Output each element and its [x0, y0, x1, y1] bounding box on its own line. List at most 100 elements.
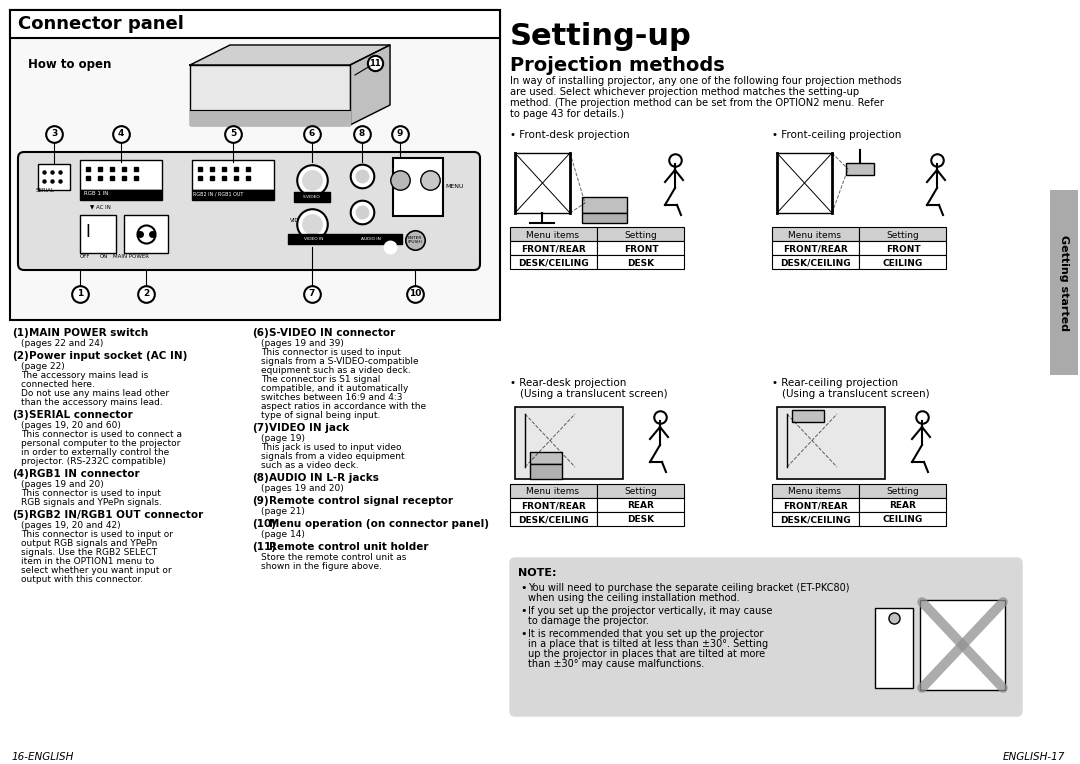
- Text: 5: 5: [230, 130, 237, 138]
- Text: (7): (7): [252, 423, 269, 433]
- Bar: [530, 464, 562, 479]
- Bar: [597, 498, 684, 512]
- Text: projector. (RS-232C compatible): projector. (RS-232C compatible): [21, 457, 166, 466]
- Bar: [772, 255, 859, 269]
- Text: Setting: Setting: [887, 487, 919, 497]
- Text: FRONT/REAR: FRONT/REAR: [521, 244, 585, 254]
- Text: equipment such as a video deck.: equipment such as a video deck.: [261, 366, 410, 375]
- Text: This connector is used to input: This connector is used to input: [261, 348, 401, 357]
- Text: DESK/CEILING: DESK/CEILING: [780, 258, 850, 267]
- Text: personal computer to the projector: personal computer to the projector: [21, 439, 180, 448]
- Text: 7: 7: [309, 290, 315, 299]
- Bar: [772, 498, 859, 512]
- Text: In way of installing projector, any one of the following four projection methods: In way of installing projector, any one …: [510, 76, 902, 86]
- Text: (9): (9): [252, 496, 269, 506]
- Text: This connector is used to input or: This connector is used to input or: [21, 530, 173, 539]
- Bar: [597, 484, 684, 498]
- Text: ON: ON: [100, 254, 108, 259]
- Text: Setting-up: Setting-up: [510, 22, 692, 51]
- Bar: [859, 241, 946, 255]
- Text: SERIAL connector: SERIAL connector: [29, 410, 133, 420]
- Text: MAIN POWER: MAIN POWER: [113, 254, 149, 259]
- Text: DESK/CEILING: DESK/CEILING: [517, 516, 589, 525]
- Text: Do not use any mains lead other: Do not use any mains lead other: [21, 389, 170, 398]
- Text: ▼ AC IN: ▼ AC IN: [90, 204, 111, 209]
- Text: Setting: Setting: [887, 231, 919, 239]
- Text: AUDIO IN L-R jacks: AUDIO IN L-R jacks: [269, 473, 379, 483]
- Polygon shape: [190, 65, 350, 125]
- Text: VIDEO IN: VIDEO IN: [305, 237, 324, 241]
- Bar: [10, 10, 500, 38]
- Text: 1: 1: [77, 290, 83, 299]
- Bar: [530, 452, 562, 464]
- Text: • Rear-ceiling projection: • Rear-ceiling projection: [772, 378, 899, 388]
- Text: FRONT/REAR: FRONT/REAR: [783, 501, 848, 510]
- Bar: [80, 190, 162, 200]
- Text: CEILING: CEILING: [882, 516, 923, 525]
- Text: to page 43 for details.): to page 43 for details.): [510, 109, 624, 119]
- Text: ENTER
(PUSH): ENTER (PUSH): [407, 236, 422, 244]
- Bar: [124, 215, 168, 253]
- Text: The accessory mains lead is: The accessory mains lead is: [21, 371, 148, 380]
- Text: VIDEO IN jack: VIDEO IN jack: [269, 423, 349, 433]
- Bar: [597, 241, 684, 255]
- Text: CEILING: CEILING: [882, 258, 923, 267]
- Text: Setting: Setting: [624, 487, 658, 497]
- Bar: [393, 158, 443, 216]
- Text: REAR: REAR: [890, 501, 917, 510]
- Text: It is recommended that you set up the projector: It is recommended that you set up the pr…: [528, 629, 764, 639]
- Text: (pages 19 and 20): (pages 19 and 20): [261, 484, 343, 493]
- Text: This jack is used to input video: This jack is used to input video: [261, 443, 402, 452]
- Bar: [515, 407, 623, 479]
- Text: (5): (5): [12, 510, 29, 520]
- Bar: [859, 484, 946, 498]
- Text: aspect ratios in accordance with the: aspect ratios in accordance with the: [261, 402, 427, 411]
- Text: 16-ENGLISH: 16-ENGLISH: [12, 752, 75, 762]
- Bar: [582, 213, 627, 223]
- Text: FRONT/REAR: FRONT/REAR: [521, 501, 585, 510]
- Text: signals. Use the RGB2 SELECT: signals. Use the RGB2 SELECT: [21, 548, 158, 557]
- Bar: [772, 512, 859, 526]
- Text: (6): (6): [252, 328, 269, 338]
- Text: AUDIO IN: AUDIO IN: [361, 237, 381, 241]
- Text: • Front-ceiling projection: • Front-ceiling projection: [772, 130, 902, 140]
- Text: DESK/CEILING: DESK/CEILING: [517, 258, 589, 267]
- Text: compatible, and it automatically: compatible, and it automatically: [261, 384, 408, 393]
- Text: (page 14): (page 14): [261, 530, 305, 539]
- Text: • Front-desk projection: • Front-desk projection: [510, 130, 630, 140]
- Text: MAIN POWER switch: MAIN POWER switch: [29, 328, 148, 338]
- Text: signals from a video equipment: signals from a video equipment: [261, 452, 405, 461]
- Text: • Rear-desk projection: • Rear-desk projection: [510, 378, 626, 388]
- Text: type of signal being input.: type of signal being input.: [261, 411, 380, 420]
- Text: (Using a translucent screen): (Using a translucent screen): [519, 389, 667, 399]
- Bar: [192, 190, 274, 200]
- Bar: [80, 160, 162, 190]
- Text: 2: 2: [143, 290, 149, 299]
- Text: Projection methods: Projection methods: [510, 56, 725, 75]
- Text: S-VIDEO: S-VIDEO: [303, 195, 321, 199]
- Bar: [510, 255, 597, 269]
- Text: (Using a translucent screen): (Using a translucent screen): [782, 389, 930, 399]
- Text: (4): (4): [12, 469, 29, 479]
- Text: FRONT: FRONT: [623, 244, 659, 254]
- Text: are used. Select whichever projection method matches the setting-up: are used. Select whichever projection me…: [510, 87, 859, 97]
- Text: Getting started: Getting started: [1059, 235, 1069, 331]
- Text: RGB2 IN/RGB1 OUT connector: RGB2 IN/RGB1 OUT connector: [29, 510, 203, 520]
- Text: (page 21): (page 21): [261, 507, 305, 516]
- Bar: [510, 512, 597, 526]
- Bar: [510, 241, 597, 255]
- FancyBboxPatch shape: [18, 152, 480, 270]
- Text: RGB signals and YPePn signals.: RGB signals and YPePn signals.: [21, 498, 162, 507]
- Text: •: •: [519, 606, 527, 616]
- Text: (page 22): (page 22): [21, 362, 65, 371]
- Text: SERIAL: SERIAL: [36, 188, 55, 193]
- Text: DESK: DESK: [627, 258, 654, 267]
- Polygon shape: [350, 45, 390, 125]
- Text: method. (The projection method can be set from the OPTION2 menu. Refer: method. (The projection method can be se…: [510, 98, 885, 108]
- Text: to damage the projector.: to damage the projector.: [528, 616, 649, 626]
- Bar: [597, 512, 684, 526]
- Text: select whether you want input or: select whether you want input or: [21, 566, 172, 575]
- Text: output RGB signals and YPePn: output RGB signals and YPePn: [21, 539, 158, 548]
- Text: Menu items: Menu items: [788, 231, 841, 239]
- Text: than ±30° may cause malfunctions.: than ±30° may cause malfunctions.: [528, 659, 704, 669]
